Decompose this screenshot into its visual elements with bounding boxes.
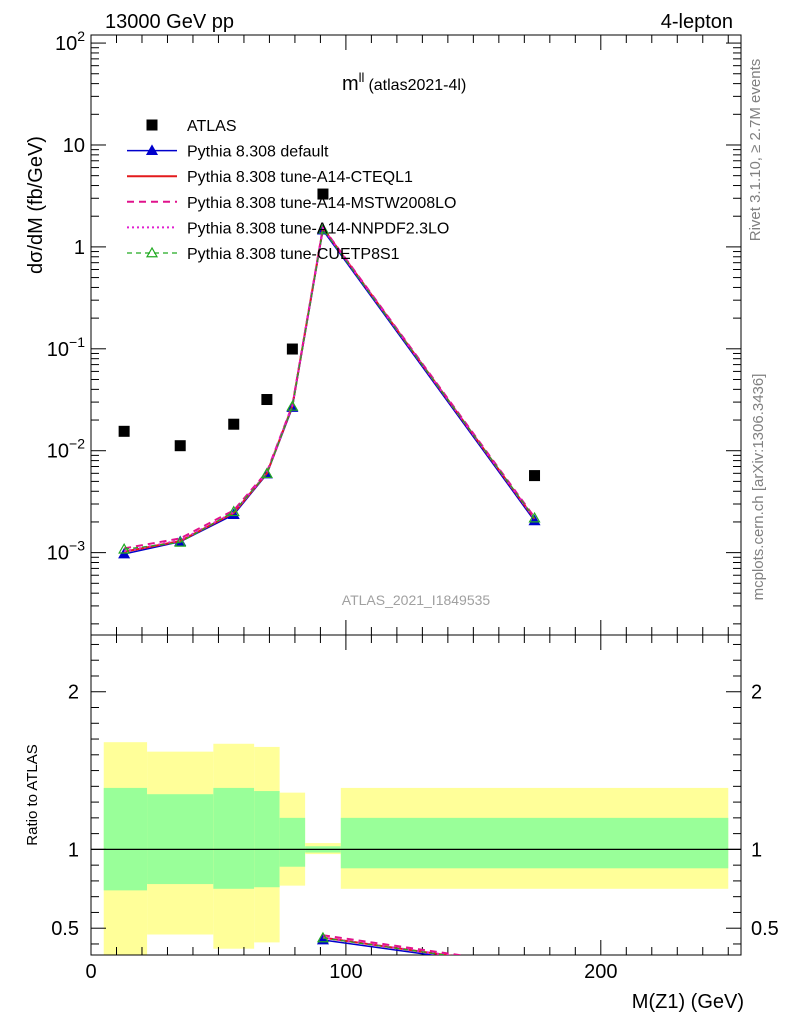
main-y-tick-label: 10 — [63, 135, 85, 157]
legend-entry-0: ATLAS — [146, 118, 237, 135]
legend-label-0: ATLAS — [187, 118, 237, 135]
main-series-line-5 — [124, 227, 536, 550]
x-tick-label: 200 — [584, 961, 617, 983]
ratio-plot-frame — [90, 634, 742, 956]
ratio-y-tick-label-left: 0.5 — [51, 918, 79, 940]
main-series-marker-5 — [227, 505, 240, 517]
main-y-tick-label: 10−3 — [47, 538, 85, 565]
main-series-marker-5 — [260, 467, 273, 479]
main-y-tick-label-base: 10 — [47, 543, 69, 565]
atlas-data-point — [261, 394, 273, 406]
plot-title-tag: (atlas2021-4l) — [368, 77, 466, 94]
legend-label-1: Pythia 8.308 default — [187, 144, 329, 161]
main-series-marker-5 — [528, 511, 541, 523]
main-y-tick-label-base: 10 — [47, 441, 69, 463]
main-series-line-3 — [123, 224, 536, 550]
main-y-tick-label-exponent: −3 — [69, 538, 85, 554]
plot-title: mll (atlas2021-4l) — [342, 70, 466, 95]
ratio-series-group — [91, 848, 741, 955]
legend-entry-2: Pythia 8.308 tune-A14-CTEQL1 — [127, 169, 413, 186]
x-tick-label: 100 — [329, 961, 362, 983]
ratio-inner-band-2 — [213, 787, 255, 889]
legend-marker-1 — [145, 144, 159, 155]
legend-entry-1: Pythia 8.308 default — [127, 144, 329, 161]
ratio-inner-band-1 — [147, 794, 214, 885]
atlas-data-point — [228, 418, 240, 430]
main-y-tick-label: 10−2 — [47, 436, 85, 463]
ratio-axis-ticks: 0.5 0.5 1 1 2 2 0 100 200 — [51, 635, 779, 983]
mcplots-reference-label: mcplots.cern.ch [arXiv:1306.3436] — [750, 374, 767, 601]
legend-entry-4: Pythia 8.308 tune-A14-NNPDF2.3LO — [127, 220, 449, 237]
main-series-line-1 — [123, 228, 536, 555]
legend: ATLAS Pythia 8.308 default Pythia 8.308 tu… — [127, 118, 456, 263]
x-tick-label: 0 — [85, 961, 96, 983]
header-energy-label: 13000 GeV pp — [105, 11, 234, 33]
main-y-tick-label-exponent: −2 — [69, 436, 85, 452]
y-axis-label: dσ/dM (fb/GeV) — [25, 136, 47, 274]
atlas-data-point — [118, 425, 130, 437]
legend-label-5: Pythia 8.308 tune-CUETP8S1 — [187, 246, 400, 263]
main-y-tick-label-base: 10 — [55, 33, 77, 55]
ratio-y-tick-label-left: 2 — [68, 682, 79, 704]
header-channel-label: 4-lepton — [661, 11, 733, 33]
atlas-data-point — [317, 188, 329, 200]
ratio-inner-band-6 — [340, 817, 729, 869]
atlas-data-point — [286, 343, 298, 355]
ratio-uncertainty-bands — [103, 742, 729, 955]
plot-title-main: m — [342, 73, 359, 95]
ratio-series-line-4 — [322, 936, 454, 955]
x-axis-label: M(Z1) (GeV) — [632, 991, 744, 1013]
main-series-line-4 — [123, 225, 536, 553]
main-y-tick-label-exponent: 2 — [77, 28, 85, 44]
ratio-inner-band-3 — [254, 791, 280, 888]
ratio-y-tick-label-right: 1 — [751, 839, 762, 861]
legend-marker-5 — [145, 246, 159, 258]
legend-entry-3: Pythia 8.308 tune-A14-MSTW2008LO — [127, 195, 456, 212]
main-y-tick-label: 1 — [74, 237, 85, 259]
legend-label-2: Pythia 8.308 tune-A14-CTEQL1 — [187, 169, 413, 186]
main-series-group — [118, 188, 541, 559]
ratio-y-tick-label-right: 2 — [751, 682, 762, 704]
ratio-series-marker-5 — [316, 931, 329, 943]
ratio-inner-band-0 — [103, 787, 148, 891]
atlas-data-point — [174, 440, 186, 452]
main-series-line-2 — [123, 225, 536, 553]
plot-title-superscript: ll — [359, 70, 365, 85]
legend-entry-5: Pythia 8.308 tune-CUETP8S1 — [127, 246, 400, 263]
main-series-marker-5 — [286, 400, 299, 411]
main-series-marker-5 — [118, 543, 131, 554]
ratio-series-line-1 — [322, 939, 438, 955]
main-y-tick-label-base: 10 — [47, 339, 69, 361]
legend-label-3: Pythia 8.308 tune-A14-MSTW2008LO — [187, 195, 456, 212]
ratio-y-tick-label-right: 0.5 — [751, 918, 779, 940]
main-series-marker-5 — [174, 536, 187, 547]
main-y-tick-label: 10−1 — [47, 334, 85, 361]
legend-label-4: Pythia 8.308 tune-A14-NNPDF2.3LO — [187, 220, 449, 237]
legend-marker-data — [146, 119, 158, 131]
ratio-y-tick-label-left: 1 — [68, 839, 79, 861]
main-series-marker-5 — [316, 223, 329, 234]
ratio-inner-band-4 — [279, 817, 306, 867]
main-y-tick-label-exponent: −1 — [69, 334, 85, 350]
main-y-tick-label: 102 — [55, 28, 85, 55]
ratio-y-axis-label: Ratio to ATLAS — [24, 744, 41, 845]
rivet-version-label: Rivet 3.1.10, ≥ 2.7M events — [747, 59, 764, 242]
atlas-data-point — [529, 470, 541, 482]
analysis-watermark: ATLAS_2021_I1849535 — [342, 592, 491, 608]
